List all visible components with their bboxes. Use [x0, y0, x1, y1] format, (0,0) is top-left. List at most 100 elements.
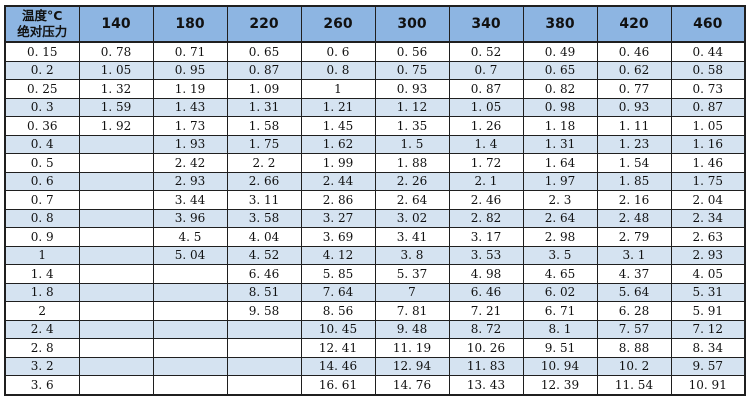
value-cell [78, 245, 154, 265]
table-row: 0. 15 0. 78 0. 71 0. 65 0. 6 0. 56 0. 52 0. 49 0… [4, 41, 746, 62]
value-cell: 3. 27 [300, 208, 376, 228]
value-cell [78, 227, 154, 247]
value-cell: 1. 72 [448, 153, 524, 173]
value-cell [78, 356, 154, 376]
corner-label-pressure: 绝对压力 [17, 24, 68, 39]
value-cell: 11. 54 [596, 375, 672, 395]
value-cell [226, 338, 302, 358]
value-cell: 2. 64 [374, 190, 450, 210]
value-cell: 4. 98 [448, 264, 524, 284]
value-cell: 6. 46 [448, 282, 524, 302]
table-row: 0. 3 1. 59 1. 43 1. 31 1. 21 1. 12 1. 05 0. 98 0… [4, 97, 746, 117]
value-cell [78, 134, 154, 154]
value-cell: 8. 34 [670, 338, 746, 358]
value-cell [78, 264, 154, 284]
value-cell: 1. 35 [374, 116, 450, 136]
table-row: 2. 8 12. 41 11. 19 10. 26 9. 51 8. 88 8. 34 [4, 338, 746, 358]
value-cell: 1. 46 [670, 153, 746, 173]
value-cell: 2. 26 [374, 171, 450, 191]
value-cell: 14. 76 [374, 375, 450, 395]
value-cell [78, 190, 154, 210]
value-cell: 1. 31 [522, 134, 598, 154]
value-cell: 0. 87 [226, 60, 302, 80]
value-cell: 9. 57 [670, 356, 746, 376]
value-cell: 5. 04 [152, 245, 228, 265]
value-cell: 9. 48 [374, 319, 450, 339]
temperature-header-cell: 420 [596, 5, 672, 43]
value-cell: 0. 7 [448, 60, 524, 80]
value-cell: 1. 88 [374, 153, 450, 173]
value-cell: 2. 66 [226, 171, 302, 191]
value-cell: 1. 93 [152, 134, 228, 154]
pressure-cell: 0. 9 [4, 227, 80, 247]
table-row: 0. 2 1. 05 0. 95 0. 87 0. 8 0. 75 0. 7 0. 65 0. … [4, 60, 746, 80]
value-cell [152, 301, 228, 321]
value-cell: 0. 8 [300, 60, 376, 80]
value-cell: 14. 46 [300, 356, 376, 376]
value-cell: 13. 43 [448, 375, 524, 395]
table-body: 0. 15 0. 78 0. 71 0. 65 0. 6 0. 56 0. 52 0. 49 0… [4, 41, 746, 395]
value-cell: 10. 2 [596, 356, 672, 376]
value-cell: 0. 65 [226, 41, 302, 62]
table-row: 0. 4 1. 93 1. 75 1. 62 1. 5 1. 4 1. 31 1. 23 1. … [4, 134, 746, 154]
value-cell: 2. 34 [670, 208, 746, 228]
value-cell: 1. 92 [78, 116, 154, 136]
value-cell: 2. 3 [522, 190, 598, 210]
value-cell: 3. 96 [152, 208, 228, 228]
pressure-cell: 3. 2 [4, 356, 80, 376]
value-cell: 0. 6 [300, 41, 376, 62]
value-cell: 3. 02 [374, 208, 450, 228]
value-cell: 11. 19 [374, 338, 450, 358]
table-row: 0. 5 2. 42 2. 2 1. 99 1. 88 1. 72 1. 64 1. 54 1.… [4, 153, 746, 173]
pressure-cell: 2. 8 [4, 338, 80, 358]
value-cell: 1. 4 [448, 134, 524, 154]
value-cell: 0. 78 [78, 41, 154, 62]
temperature-header-cell: 340 [448, 5, 524, 43]
pressure-cell: 0. 15 [4, 41, 80, 62]
value-cell: 3. 17 [448, 227, 524, 247]
temperature-header-cell: 220 [226, 5, 302, 43]
value-cell: 2. 44 [300, 171, 376, 191]
value-cell: 3. 44 [152, 190, 228, 210]
value-cell: 0. 93 [374, 79, 450, 99]
value-cell: 1. 85 [596, 171, 672, 191]
value-cell: 8. 1 [522, 319, 598, 339]
value-cell: 1. 05 [78, 60, 154, 80]
value-cell: 7. 21 [448, 301, 524, 321]
pressure-cell: 2 [4, 301, 80, 321]
table-row: 1 5. 04 4. 52 4. 12 3. 8 3. 53 3. 5 3. 1 2. 93 [4, 245, 746, 265]
value-cell [78, 153, 154, 173]
value-cell: 1. 97 [522, 171, 598, 191]
value-cell: 4. 5 [152, 227, 228, 247]
table-row: 0. 7 3. 44 3. 11 2. 86 2. 64 2. 46 2. 3 2. 16 2.… [4, 190, 746, 210]
corner-label-temperature: 温度°C [22, 7, 63, 23]
value-cell [78, 208, 154, 228]
value-cell: 1. 73 [152, 116, 228, 136]
value-cell: 3. 11 [226, 190, 302, 210]
value-cell: 1. 32 [78, 79, 154, 99]
table-row: 3. 6 16. 61 14. 76 13. 43 12. 39 11. 54 10. 91 [4, 375, 746, 395]
value-cell: 0. 98 [522, 97, 598, 117]
value-cell: 1. 75 [226, 134, 302, 154]
value-cell: 2. 63 [670, 227, 746, 247]
value-cell: 0. 95 [152, 60, 228, 80]
pressure-cell: 3. 6 [4, 375, 80, 395]
value-cell: 7. 81 [374, 301, 450, 321]
value-cell: 1. 21 [300, 97, 376, 117]
value-cell: 1. 05 [670, 116, 746, 136]
value-cell: 4. 65 [522, 264, 598, 284]
value-cell: 1. 23 [596, 134, 672, 154]
table-row: 1. 8 8. 51 7. 64 7 6. 46 6. 02 5. 64 5. 31 [4, 282, 746, 302]
table-row: 0. 9 4. 5 4. 04 3. 69 3. 41 3. 17 2. 98 2. 79 2.… [4, 227, 746, 247]
value-cell: 0. 87 [670, 97, 746, 117]
pressure-cell: 0. 3 [4, 97, 80, 117]
value-cell: 2. 16 [596, 190, 672, 210]
value-cell: 10. 91 [670, 375, 746, 395]
value-cell: 0. 87 [448, 79, 524, 99]
value-cell: 1. 58 [226, 116, 302, 136]
value-cell: 1. 43 [152, 97, 228, 117]
value-cell: 0. 49 [522, 41, 598, 62]
value-cell: 1. 09 [226, 79, 302, 99]
value-cell: 1. 64 [522, 153, 598, 173]
value-cell: 0. 71 [152, 41, 228, 62]
